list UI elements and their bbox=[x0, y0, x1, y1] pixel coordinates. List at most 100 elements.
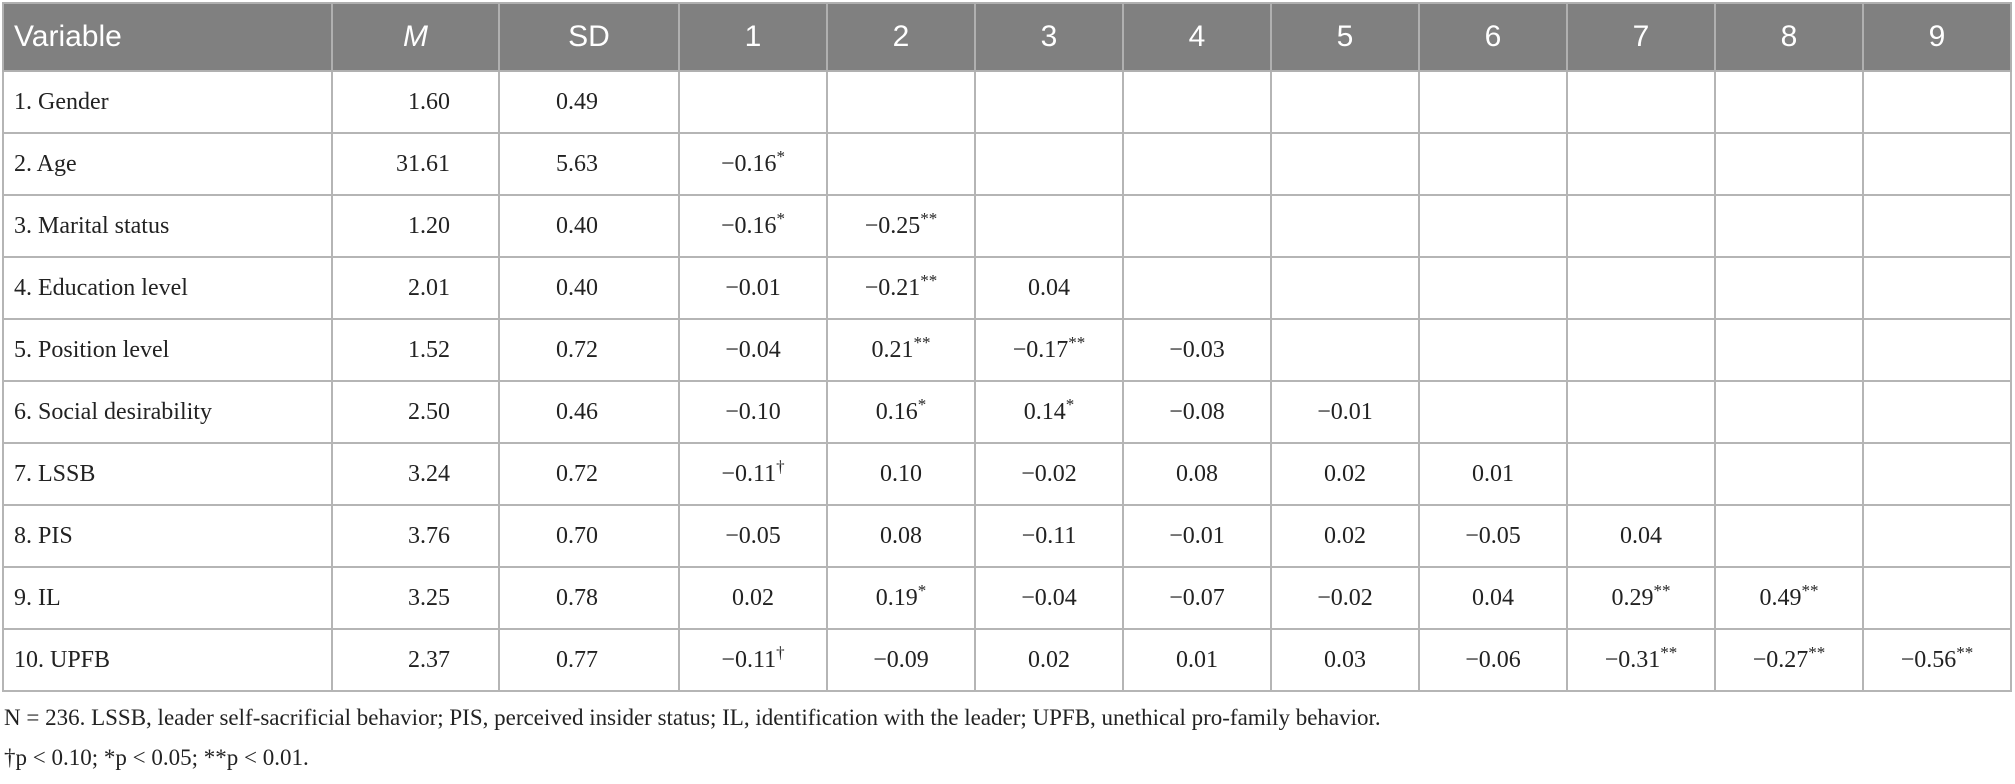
table-cell: 9. IL bbox=[2, 566, 333, 630]
significance-mark: ** bbox=[1808, 642, 1826, 662]
empty-cell bbox=[1862, 504, 2012, 568]
table-cell: 6. Social desirability bbox=[2, 380, 333, 444]
table-cell: −0.16* bbox=[678, 194, 828, 258]
table-row: 8. PIS 3.76 0.70 −0.05 0.08 −0.11 −0.01 0.02 −0.… bbox=[2, 504, 2012, 568]
table-cell: −0.10 bbox=[678, 380, 828, 444]
empty-cell bbox=[1566, 442, 1716, 506]
table-cell: −0.31** bbox=[1566, 628, 1716, 692]
empty-cell bbox=[678, 70, 828, 134]
empty-cell bbox=[1270, 194, 1420, 258]
table-cell: 3.24 bbox=[331, 442, 500, 506]
table-body: 1. Gender 1.60 0.49 2. Age 31.61 5.63 −0.16* 3.… bbox=[2, 70, 2012, 692]
table-cell: −0.25** bbox=[826, 194, 976, 258]
table-cell: 0.03 bbox=[1270, 628, 1420, 692]
table-cell: −0.01 bbox=[1270, 380, 1420, 444]
table-cell: 5. Position level bbox=[2, 318, 333, 382]
table-cell: −0.06 bbox=[1418, 628, 1568, 692]
empty-cell bbox=[1270, 256, 1420, 320]
footnote: †p < 0.10; *p < 0.05; **p < 0.01. bbox=[4, 745, 309, 770]
table-cell: −0.01 bbox=[678, 256, 828, 320]
table-cell: 5.63 bbox=[498, 132, 680, 196]
footnote: N = 236. LSSB, leader self-sacrificial b… bbox=[4, 705, 1381, 730]
empty-cell bbox=[1566, 318, 1716, 382]
empty-cell bbox=[1270, 70, 1420, 134]
header-cell: 7 bbox=[1566, 2, 1716, 72]
significance-mark: ** bbox=[1801, 580, 1819, 600]
empty-cell bbox=[1862, 566, 2012, 630]
significance-mark: ** bbox=[1068, 332, 1086, 352]
empty-cell bbox=[1122, 70, 1272, 134]
cell-value: −0.25 bbox=[864, 212, 921, 239]
table-cell: 0.08 bbox=[826, 504, 976, 568]
table-cell: −0.11† bbox=[678, 628, 828, 692]
cell-value: 0.16 bbox=[875, 398, 918, 425]
empty-cell bbox=[1714, 256, 1864, 320]
table-cell: 0.02 bbox=[974, 628, 1124, 692]
table-cell: 0.02 bbox=[678, 566, 828, 630]
table-cell: −0.17** bbox=[974, 318, 1124, 382]
table-cell: 0.72 bbox=[498, 318, 680, 382]
empty-cell bbox=[1418, 256, 1568, 320]
header-cell: 1 bbox=[678, 2, 828, 72]
empty-cell bbox=[1122, 194, 1272, 258]
significance-mark: * bbox=[917, 394, 927, 414]
table-cell: −0.11† bbox=[678, 442, 828, 506]
empty-cell bbox=[1122, 256, 1272, 320]
table-cell: 0.04 bbox=[974, 256, 1124, 320]
table-cell: 0.10 bbox=[826, 442, 976, 506]
empty-cell bbox=[826, 132, 976, 196]
cell-value: −0.11 bbox=[721, 460, 777, 487]
table-cell: −0.01 bbox=[1122, 504, 1272, 568]
significance-mark: ** bbox=[920, 208, 938, 228]
table-cell: 1.20 bbox=[331, 194, 500, 258]
significance-mark: ** bbox=[1653, 580, 1671, 600]
significance-mark: ** bbox=[920, 270, 938, 290]
header-cell: 2 bbox=[826, 2, 976, 72]
table-cell: 1.52 bbox=[331, 318, 500, 382]
header-cell: M bbox=[331, 2, 500, 72]
table-cell: 0.14* bbox=[974, 380, 1124, 444]
cell-value: −0.31 bbox=[1604, 646, 1661, 673]
table-cell: −0.08 bbox=[1122, 380, 1272, 444]
empty-cell bbox=[1714, 442, 1864, 506]
table-cell: −0.21** bbox=[826, 256, 976, 320]
empty-cell bbox=[1566, 380, 1716, 444]
table-cell: −0.02 bbox=[974, 442, 1124, 506]
table-cell: 0.49 bbox=[498, 70, 680, 134]
cell-value: 0.14 bbox=[1023, 398, 1066, 425]
significance-mark: † bbox=[776, 456, 785, 476]
table-cell: 0.04 bbox=[1418, 566, 1568, 630]
header-cell: 4 bbox=[1122, 2, 1272, 72]
significance-mark: ** bbox=[1660, 642, 1678, 662]
table-cell: 2.37 bbox=[331, 628, 500, 692]
empty-cell bbox=[1714, 194, 1864, 258]
table-cell: 0.02 bbox=[1270, 504, 1420, 568]
empty-cell bbox=[1418, 318, 1568, 382]
empty-cell bbox=[1862, 132, 2012, 196]
cell-value: −0.56 bbox=[1900, 646, 1957, 673]
cell-value: −0.27 bbox=[1752, 646, 1809, 673]
cell-value: −0.11 bbox=[721, 646, 777, 673]
table-cell: −0.27** bbox=[1714, 628, 1864, 692]
table-cell: 3. Marital status bbox=[2, 194, 333, 258]
table-cell: −0.05 bbox=[1418, 504, 1568, 568]
table-row: 1. Gender 1.60 0.49 bbox=[2, 70, 2012, 134]
table-cell: −0.16* bbox=[678, 132, 828, 196]
empty-cell bbox=[1714, 318, 1864, 382]
table-cell: −0.09 bbox=[826, 628, 976, 692]
empty-cell bbox=[1862, 380, 2012, 444]
table-cell: 1. Gender bbox=[2, 70, 333, 134]
empty-cell bbox=[1566, 70, 1716, 134]
table-cell: −0.03 bbox=[1122, 318, 1272, 382]
empty-cell bbox=[1862, 442, 2012, 506]
table-cell: −0.05 bbox=[678, 504, 828, 568]
table-cell: 4. Education level bbox=[2, 256, 333, 320]
table-cell: 1.60 bbox=[331, 70, 500, 134]
empty-cell bbox=[1862, 70, 2012, 134]
cell-value: −0.17 bbox=[1012, 336, 1069, 363]
table-cell: 0.01 bbox=[1418, 442, 1568, 506]
significance-mark: * bbox=[917, 580, 927, 600]
empty-cell bbox=[1714, 380, 1864, 444]
table-cell: 0.29** bbox=[1566, 566, 1716, 630]
empty-cell bbox=[1862, 256, 2012, 320]
